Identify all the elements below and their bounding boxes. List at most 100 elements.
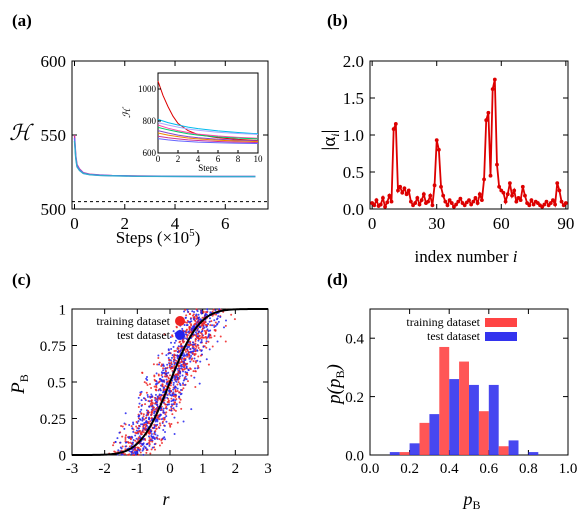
panel-c-point	[214, 309, 217, 312]
panel-c-point	[184, 316, 187, 319]
panel-c-point	[173, 356, 176, 359]
panel-c-point	[134, 439, 137, 442]
panel-c-point	[179, 389, 182, 392]
panel-c-point	[134, 434, 137, 437]
panel-c-point	[205, 336, 208, 339]
panel-c-point	[154, 379, 157, 382]
panel-c-point	[112, 441, 115, 444]
panel-c-point	[142, 413, 145, 416]
panel-c-point	[137, 396, 140, 399]
panel-b-point	[557, 188, 562, 193]
panel-c-point	[176, 350, 179, 353]
panel-c-point	[137, 420, 140, 423]
panel-c-point	[162, 409, 165, 412]
panel-c-point	[172, 388, 175, 391]
panel-b-point	[445, 203, 450, 208]
panel-c-point	[140, 408, 143, 411]
panel-c-point	[155, 389, 158, 392]
panel-c-point	[153, 437, 156, 440]
panel-c-point	[193, 376, 196, 379]
panel-c-point	[199, 318, 202, 321]
panel-c-point	[185, 331, 188, 334]
panel-c-point	[208, 317, 211, 320]
panel-c-point	[224, 324, 227, 327]
panel-c-point	[156, 418, 159, 421]
panel-c-point	[163, 416, 166, 419]
panel-b-point	[385, 200, 390, 205]
panel-b-ytick-label: 1.0	[343, 126, 364, 145]
panel-c-point	[169, 384, 172, 387]
panel-b-point	[507, 181, 512, 186]
panel-c-point	[147, 409, 150, 412]
panel-c-point	[139, 418, 142, 421]
panel-d-xtick-label: 1.0	[559, 461, 578, 477]
panel-d-xtick-label: 0.4	[440, 461, 459, 477]
panel-c-point	[169, 352, 172, 355]
panel-c-point	[130, 452, 133, 455]
panel-c-point	[203, 326, 206, 329]
panel-c-point	[153, 408, 156, 411]
panel-c-point	[210, 320, 213, 323]
panel-c-point	[150, 399, 153, 402]
panel-c-point	[141, 430, 144, 433]
panel-c-point	[165, 382, 168, 385]
panel-c-point	[173, 365, 176, 368]
panel-c-point	[149, 420, 152, 423]
panel-c-point	[160, 379, 163, 382]
legend-d-training-label: training dataset	[406, 315, 480, 329]
panel-c-point	[171, 413, 174, 416]
panel-c-point	[137, 427, 140, 430]
panel-b-point	[404, 192, 409, 197]
panel-a-xtick-label: 4	[171, 214, 180, 233]
panel-b: 0 30 60 90 0.0 0.5 1.0 1.5 2.0 |αi| index number…	[319, 52, 574, 266]
panel-c-point	[155, 403, 158, 406]
training-bar	[399, 452, 410, 455]
panel-c-point	[214, 324, 217, 327]
panel-c-point	[155, 386, 158, 389]
panel-a-ytick-label: 500	[41, 200, 67, 219]
panel-c-point	[214, 321, 217, 324]
panel-d-xtick-label: 0.2	[400, 461, 419, 477]
panel-c-point	[204, 333, 207, 336]
panel-c-xlabel: r	[162, 489, 170, 509]
panel-c-point	[193, 323, 196, 326]
panel-c-point	[150, 393, 153, 396]
panel-b-point	[527, 203, 532, 208]
panel-c-point	[154, 430, 157, 433]
panel-c-point	[165, 373, 168, 376]
panel-c-point	[155, 436, 158, 439]
panel-c-point	[142, 415, 145, 418]
panel-c-point	[182, 383, 185, 386]
panel-c-point	[186, 343, 189, 346]
panel-c-point	[170, 400, 173, 403]
panel-b-point	[548, 201, 553, 205]
panel-c-point	[178, 375, 181, 378]
panel-c-xtick-label: 3	[264, 461, 272, 477]
panel-c-point	[191, 351, 194, 354]
panel-c-point	[184, 333, 187, 336]
panel-c-point	[181, 339, 184, 342]
inset-xtick-label: 10	[254, 154, 264, 164]
panel-c-point	[162, 369, 165, 372]
panel-c-point	[143, 381, 146, 384]
panel-c-point	[177, 347, 180, 350]
panel-c-point	[140, 399, 143, 402]
panel-label-d: (d)	[327, 270, 348, 289]
panel-b-point	[467, 198, 471, 203]
panel-c-point	[206, 328, 209, 331]
panel-c-point	[173, 353, 176, 356]
panel-c-xtick-label: 0	[166, 461, 174, 477]
panel-c-point	[121, 445, 124, 448]
panel-c-point	[164, 413, 167, 416]
panel-b-point	[553, 202, 557, 207]
panel-c-point	[147, 435, 150, 438]
panel-c-point	[161, 375, 164, 378]
panel-b-point	[372, 203, 377, 208]
panel-b-point	[484, 118, 489, 123]
panel-c-point	[140, 443, 143, 446]
panel-c-point	[170, 405, 173, 408]
panel-c-point	[182, 363, 185, 366]
panel-c-point	[196, 328, 199, 331]
panel-c-point	[205, 313, 208, 316]
panel-c-point	[135, 421, 138, 424]
